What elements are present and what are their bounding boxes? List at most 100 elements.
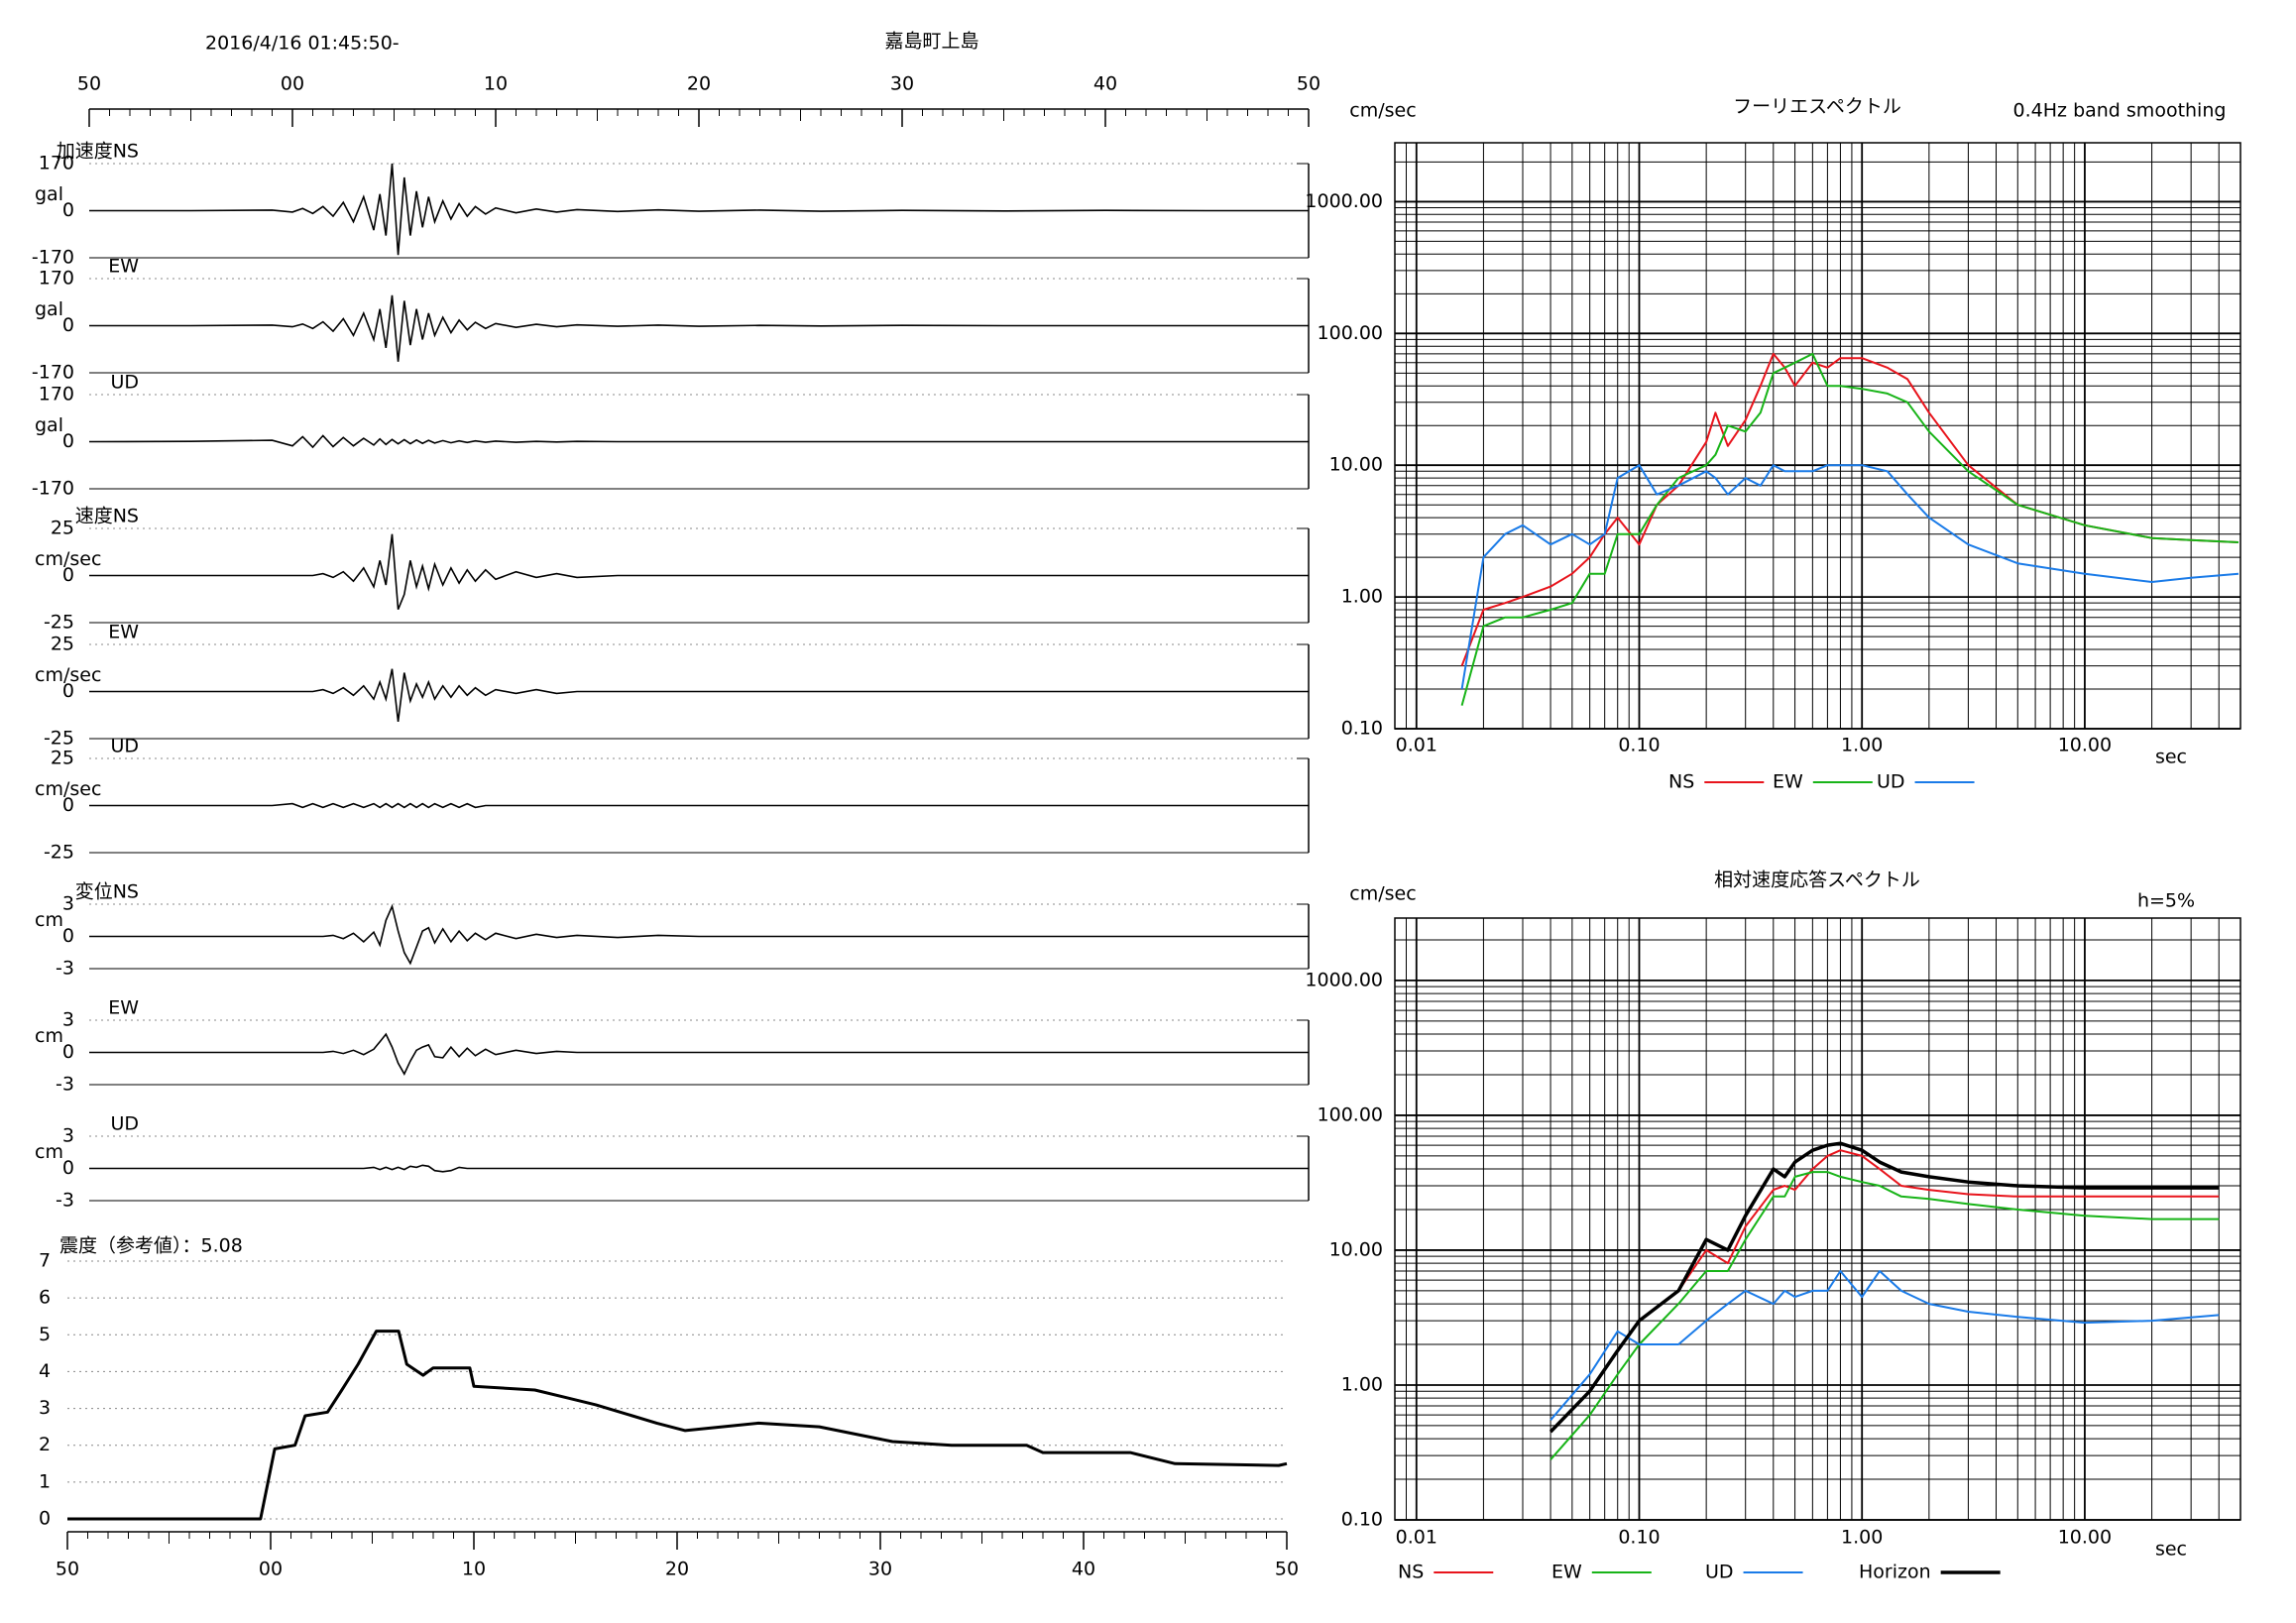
channel-label: EW xyxy=(108,997,139,1019)
channel-label: UD xyxy=(110,736,139,757)
y-axis-label: cm/sec xyxy=(1349,100,1416,122)
y-tick-label: 3 xyxy=(39,1397,51,1419)
x-tick-label: 20 xyxy=(687,73,711,95)
waveform xyxy=(89,668,1309,722)
series-line xyxy=(1550,1171,2220,1460)
unit-label: gal xyxy=(35,414,63,436)
channel-label: UD xyxy=(110,372,139,394)
channel-label: EW xyxy=(108,256,139,278)
y-tick-label: 2 xyxy=(39,1434,51,1455)
channel-label: UD xyxy=(110,1113,139,1135)
x-tick-label: 00 xyxy=(259,1559,283,1580)
unit-label: cm/sec xyxy=(35,548,101,570)
series-line xyxy=(1549,1141,2220,1434)
y-tick-label: 0.10 xyxy=(1341,1509,1383,1531)
y-tick-label: 10.00 xyxy=(1329,1238,1383,1260)
y-tick-label: 170 xyxy=(39,384,74,406)
x-axis-label: sec xyxy=(2155,1539,2187,1561)
series-line xyxy=(1460,352,2239,706)
y-tick-label: 0.10 xyxy=(1341,718,1383,740)
legend-label: NS xyxy=(1668,771,1694,793)
unit-label: gal xyxy=(35,298,63,320)
x-tick-label: 30 xyxy=(890,73,914,95)
x-tick-label: 0.10 xyxy=(1618,735,1660,756)
y-tick-label: 0 xyxy=(62,925,74,947)
x-tick-label: 10 xyxy=(462,1559,486,1580)
y-tick-label: -170 xyxy=(32,478,74,500)
unit-label: cm xyxy=(35,1141,63,1163)
y-tick-label: 25 xyxy=(51,634,74,655)
y-tick-label: 0 xyxy=(62,1157,74,1179)
y-tick-label: 100.00 xyxy=(1318,322,1383,344)
y-tick-label: 0 xyxy=(62,680,74,702)
x-tick-label: 30 xyxy=(868,1559,892,1580)
waveform xyxy=(89,294,1309,362)
x-tick-label: 10.00 xyxy=(2058,1527,2112,1549)
x-tick-label: 50 xyxy=(1297,73,1320,95)
waveform xyxy=(88,434,1309,449)
series-line xyxy=(1550,1270,2220,1421)
x-tick-label: 0.10 xyxy=(1618,1527,1660,1549)
waveform xyxy=(89,533,1309,611)
y-tick-label: 3 xyxy=(62,1009,74,1031)
y-tick-label: 4 xyxy=(39,1360,51,1382)
y-tick-label: 170 xyxy=(39,268,74,290)
waveform xyxy=(89,1032,1309,1076)
y-tick-label: 7 xyxy=(39,1250,51,1272)
legend-label: EW xyxy=(1773,771,1803,793)
y-tick-label: 0 xyxy=(62,314,74,336)
x-tick-label: 40 xyxy=(1072,1559,1095,1580)
y-tick-label: -25 xyxy=(44,728,74,750)
y-tick-label: -170 xyxy=(32,362,74,384)
channel-label: 変位NS xyxy=(75,881,139,903)
x-tick-label: 00 xyxy=(281,73,304,95)
legend-label: UD xyxy=(1705,1562,1734,1583)
y-tick-label: 6 xyxy=(39,1287,51,1309)
y-tick-label: 0 xyxy=(62,199,74,221)
y-tick-label: 25 xyxy=(51,518,74,539)
chart-title: 嘉島町上島 xyxy=(884,31,978,53)
y-tick-label: 0 xyxy=(62,794,74,816)
x-tick-label: 40 xyxy=(1093,73,1117,95)
x-tick-label: 0.01 xyxy=(1396,735,1437,756)
legend-label: UD xyxy=(1877,771,1905,793)
y-tick-label: 1 xyxy=(39,1470,51,1492)
x-tick-label: 50 xyxy=(56,1559,79,1580)
channel-label: EW xyxy=(108,622,139,643)
y-tick-label: 3 xyxy=(62,1125,74,1147)
legend-label: Horizon xyxy=(1859,1562,1931,1583)
y-tick-label: 0 xyxy=(39,1508,51,1530)
y-tick-label: -3 xyxy=(56,958,74,980)
unit-label: cm xyxy=(35,1025,63,1047)
x-tick-label: 20 xyxy=(665,1559,689,1580)
subtitle: 2016/4/16 01:45:50- xyxy=(205,33,400,55)
chart-title: フーリエスペクトル xyxy=(1733,96,1901,118)
waveform xyxy=(89,1164,1309,1173)
series-line xyxy=(67,1330,1288,1521)
y-tick-label: 5 xyxy=(39,1324,51,1345)
y-tick-label: -3 xyxy=(56,1190,74,1212)
y-tick-label: 100.00 xyxy=(1318,1103,1383,1125)
y-tick-label: 1000.00 xyxy=(1305,969,1383,990)
y-axis-label: cm/sec xyxy=(1349,883,1416,905)
y-tick-label: -25 xyxy=(44,612,74,634)
y-tick-label: -3 xyxy=(56,1074,74,1096)
chart-title: 震度（参考値）：5.08 xyxy=(59,1235,243,1257)
y-tick-label: 0 xyxy=(62,430,74,452)
channel-label: 速度NS xyxy=(75,506,139,527)
x-axis-label: sec xyxy=(2155,747,2187,768)
y-tick-label: 1.00 xyxy=(1341,586,1383,608)
series-line xyxy=(1460,464,2239,690)
waveform xyxy=(89,802,1309,809)
unit-label: gal xyxy=(35,183,63,205)
y-tick-label: 25 xyxy=(51,748,74,769)
chart-title: 相対速度応答スペクトル xyxy=(1714,869,1920,891)
legend-label: NS xyxy=(1398,1562,1424,1583)
waveform xyxy=(89,163,1309,256)
x-tick-label: 10.00 xyxy=(2058,735,2112,756)
unit-label: cm xyxy=(35,909,63,931)
x-tick-label: 50 xyxy=(77,73,101,95)
y-tick-label: 0 xyxy=(62,564,74,586)
subtitle: 0.4Hz band smoothing xyxy=(2013,100,2227,122)
